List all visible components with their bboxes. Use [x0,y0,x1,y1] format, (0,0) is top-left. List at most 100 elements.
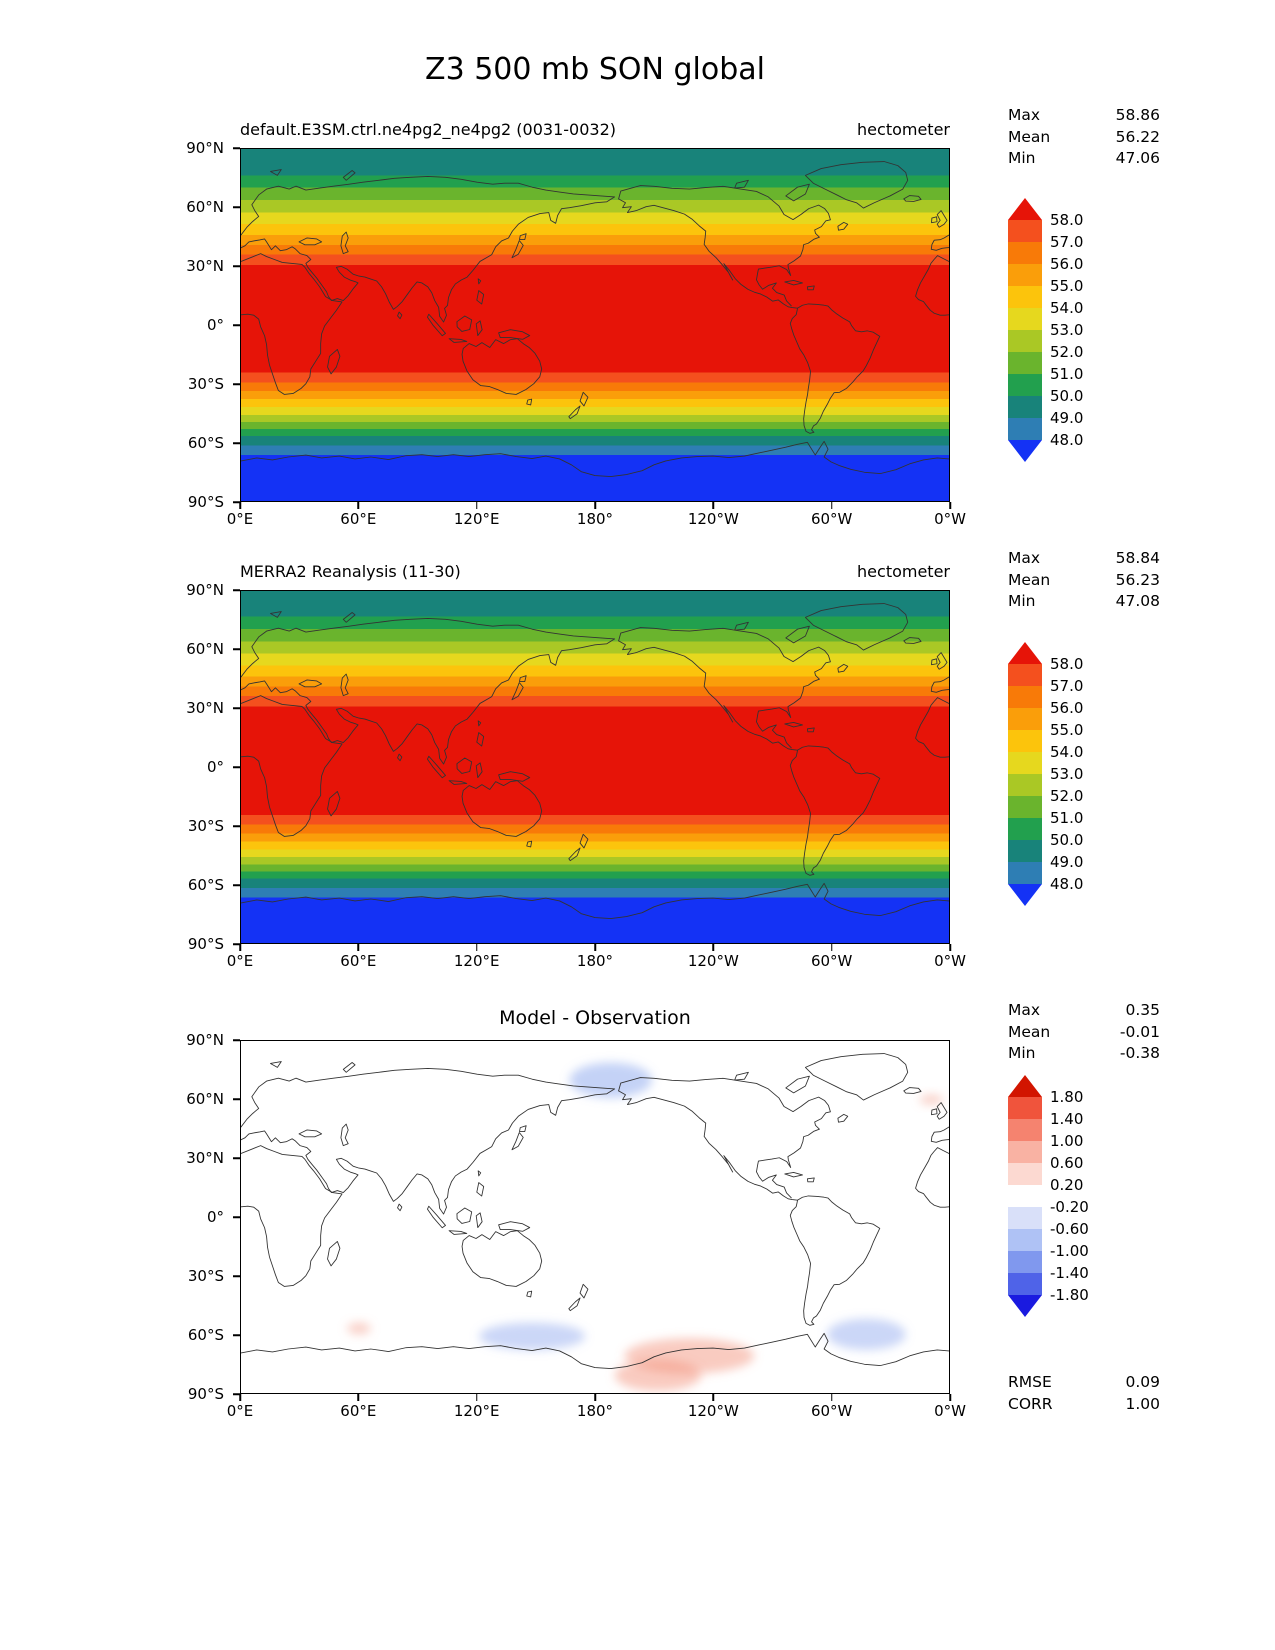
lon-tick-label: 60°W [810,1402,853,1420]
stats-reanalysis: Max 58.84 Mean 56.23 Min 47.08 [1008,548,1160,613]
lat-tick-label: 60°S [187,434,224,452]
colorbar-tick-label: -1.00 [1050,1242,1089,1260]
colorbar-segment [1008,1119,1042,1141]
units-label: hectometer [857,562,950,581]
lon-tick [239,1394,241,1401]
colorbar-segment [1008,1207,1042,1229]
colorbar-segment [1008,1185,1042,1207]
stat-value: 47.06 [1115,149,1160,167]
stat-value: -0.01 [1119,1022,1160,1041]
lon-tick-label: 0°E [226,952,254,970]
lon-tick [594,1394,596,1401]
lon-tick-label: 0°E [226,1402,254,1420]
lat-tick-label: 60°N [186,198,224,216]
stats-model: Max 58.86 Mean 56.22 Min 47.06 [1008,105,1160,170]
lat-tick-label: 0° [206,758,224,776]
latitude-axis: 90°N 60°N 30°N 0° 30°S 60°S 90°S [150,139,240,511]
lon-tick-label: 120°W [687,510,739,528]
colorbar-segment [1008,664,1042,686]
colorbar-segment [1008,242,1042,264]
stat-label: Mean [1008,127,1051,146]
panel-title: MERRA2 Reanalysis (11-30) [240,562,461,581]
anomaly-patch [919,1094,944,1105]
lat-tick [233,1393,240,1395]
colorbar-segment [1008,796,1042,818]
map-canvas-model [240,148,950,502]
lon-tick [830,1394,833,1401]
colorbar-segment [1008,752,1042,774]
lon-tick-label: 60°W [810,952,853,970]
lon-tick [475,1394,478,1401]
colorbar-arrow-down [1008,884,1042,906]
lat-tick-label: 30°N [186,257,224,275]
stat-row: Max 58.86 [1008,105,1160,127]
colorbar-tick-label: 51.0 [1050,365,1084,383]
lon-tick [830,944,833,951]
lon-tick-label: 180° [576,510,614,528]
lat-tick-label: 60°S [187,1326,224,1344]
colorbar-segment [1008,730,1042,752]
lon-tick-label: 60°E [340,952,377,970]
lat-tick [233,884,240,886]
stat-row: Mean -0.01 [1008,1022,1160,1044]
stat-label: Max [1008,106,1041,124]
lat-tick [233,648,240,650]
lon-tick [712,502,715,509]
stat-row: Mean 56.22 [1008,127,1160,149]
lon-tick-label: 120°E [453,510,500,528]
longitude-axis: 0°E 60°E 120°E 180° 120°W 60°W 0°W [227,944,966,972]
lon-tick [712,1394,715,1401]
lat-tick [233,943,240,945]
lon-tick-label: 120°E [453,952,500,970]
lat-tick-label: 30°S [187,375,224,393]
panel-subtitle-row: MERRA2 Reanalysis (11-30) hectometer [240,562,950,581]
anomaly-patch [478,1322,586,1350]
stat-row: Mean 56.23 [1008,570,1160,592]
colorbar-tick-label: 50.0 [1050,387,1084,405]
lon-tick [357,502,360,509]
colorbar-tick-label: 1.40 [1050,1110,1084,1128]
colorbar-segment [1008,818,1042,840]
stat-value: 0.35 [1125,1001,1160,1019]
lat-tick-label: 90°S [187,1385,224,1403]
lat-tick-label: 60°N [186,1090,224,1108]
panel-reanalysis: MERRA2 Reanalysis (11-30) hectometer 90°… [186,562,966,970]
stat-row: Min 47.08 [1008,591,1160,613]
lat-tick [233,1157,240,1159]
colorbar-segment [1008,1229,1042,1251]
colorbar-segment [1008,396,1042,418]
colorbar-tick-label: 57.0 [1050,233,1084,251]
lat-tick [233,147,240,149]
units-label: hectometer [857,120,950,139]
colorbar-tick-label: 56.0 [1050,699,1084,717]
colorbar-segment [1008,286,1042,308]
colorbar-tick-label: 53.0 [1050,321,1084,339]
colorbar-tick-label: 50.0 [1050,831,1084,849]
stat-label: Max [1008,549,1041,567]
lat-tick [233,1216,240,1218]
colorbar-reanalysis: 58.0 57.0 56.0 55.0 54.0 53.0 52.0 51.0 50.0 49.0… [1008,642,1083,906]
lat-tick-label: 30°S [187,1267,224,1285]
lon-tick [594,944,596,951]
lon-tick [594,502,596,509]
colorbar-segment [1008,1273,1042,1295]
panel-title: default.E3SM.ctrl.ne4pg2_ne4pg2 (0031-00… [240,120,616,139]
lat-tick [233,383,240,385]
colorbar-tick-label: 51.0 [1050,809,1084,827]
lon-tick-label: 0°W [934,1402,966,1420]
colorbar-tick-label: 53.0 [1050,765,1084,783]
lon-tick [949,944,951,951]
colorbar-tick-label: 49.0 [1050,853,1084,871]
colorbar-segment [1008,1141,1042,1163]
panel-subtitle-row: Model - Observation [240,1007,950,1029]
colorbar-tick-label: 57.0 [1050,677,1084,695]
colorbar-segment [1008,774,1042,796]
stat-label: Mean [1008,1022,1051,1041]
colorbar-tick-label: 52.0 [1050,787,1084,805]
coastlines-overlay [241,161,949,477]
colorbar-arrow-down [1008,1295,1042,1317]
lon-tick-label: 0°W [934,952,966,970]
lat-tick-label: 90°N [186,581,224,599]
lat-tick [233,265,240,267]
stat-value: 47.08 [1115,592,1160,610]
